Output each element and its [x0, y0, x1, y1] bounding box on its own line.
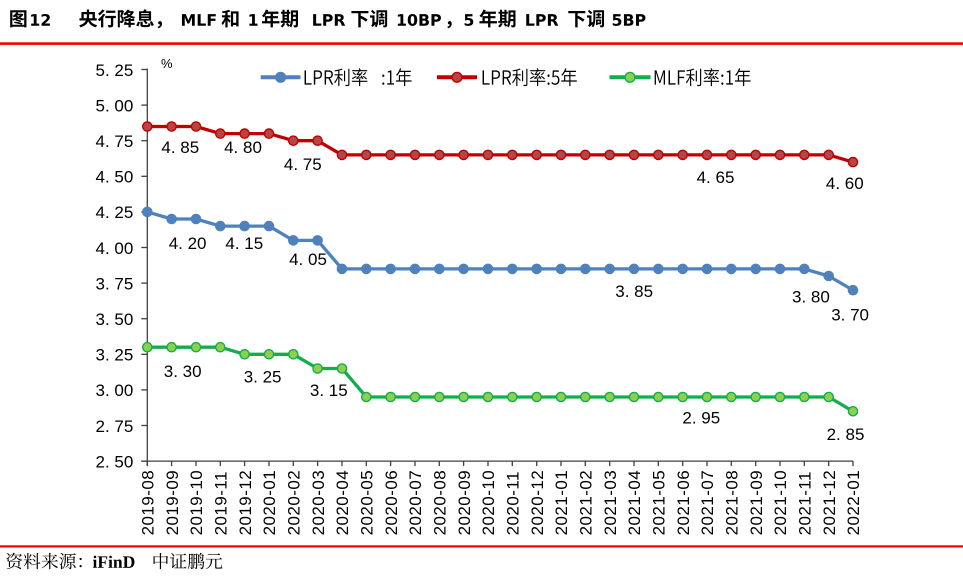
svg-text:4. 85: 4. 85 — [161, 138, 199, 157]
svg-text:2. 75: 2. 75 — [95, 417, 133, 436]
svg-text:2019-10: 2019-10 — [187, 470, 206, 536]
svg-text:2019-12: 2019-12 — [236, 470, 255, 536]
svg-text:3. 80: 3. 80 — [792, 287, 830, 306]
svg-text:4. 00: 4. 00 — [95, 239, 133, 258]
svg-text:2021-02: 2021-02 — [577, 470, 596, 536]
svg-text:2. 85: 2. 85 — [827, 425, 865, 444]
svg-text:4. 05: 4. 05 — [289, 250, 327, 269]
svg-text:2020-06: 2020-06 — [382, 470, 401, 536]
svg-text:2020-11: 2020-11 — [504, 471, 523, 535]
svg-text:3. 85: 3. 85 — [615, 282, 653, 301]
svg-text:2019-09: 2019-09 — [163, 470, 182, 536]
svg-text:2021-12: 2021-12 — [820, 470, 839, 536]
svg-text:2020-03: 2020-03 — [309, 470, 328, 536]
svg-text:2. 95: 2. 95 — [682, 409, 720, 428]
svg-text:4. 80: 4. 80 — [224, 138, 262, 157]
svg-text:4. 50: 4. 50 — [95, 168, 133, 187]
svg-text:2020-08: 2020-08 — [431, 470, 450, 536]
svg-text:2020-02: 2020-02 — [285, 470, 304, 536]
svg-text:2021-04: 2021-04 — [625, 470, 644, 536]
svg-text:2020-10: 2020-10 — [479, 470, 498, 536]
svg-text:5. 00: 5. 00 — [95, 96, 133, 115]
svg-text:3. 50: 3. 50 — [95, 310, 133, 329]
svg-text:4. 75: 4. 75 — [284, 155, 322, 174]
svg-text:2020-04: 2020-04 — [333, 470, 352, 536]
svg-text:2021-06: 2021-06 — [674, 470, 693, 536]
svg-text:2020-09: 2020-09 — [455, 470, 474, 536]
svg-text:%: % — [161, 56, 173, 71]
svg-text:2021-08: 2021-08 — [723, 470, 742, 536]
svg-text:2019-11: 2019-11 — [212, 471, 231, 535]
svg-text:2022-01: 2022-01 — [844, 470, 863, 536]
svg-text:2021-11: 2021-11 — [796, 471, 815, 535]
svg-text:2021-05: 2021-05 — [650, 470, 669, 536]
svg-text:2020-07: 2020-07 — [406, 470, 425, 536]
svg-text:4. 75: 4. 75 — [95, 132, 133, 151]
svg-text:3. 15: 3. 15 — [310, 381, 348, 400]
svg-text:2021-09: 2021-09 — [747, 470, 766, 536]
svg-text:3. 75: 3. 75 — [95, 274, 133, 293]
svg-text:2020-12: 2020-12 — [528, 470, 547, 536]
svg-text:2021-03: 2021-03 — [601, 470, 620, 536]
svg-text:2021-10: 2021-10 — [771, 470, 790, 536]
svg-text:2020-01: 2020-01 — [260, 470, 279, 536]
svg-text:3. 25: 3. 25 — [95, 346, 133, 365]
svg-text:2021-07: 2021-07 — [698, 470, 717, 536]
svg-text:4. 25: 4. 25 — [95, 203, 133, 222]
svg-text:2020-05: 2020-05 — [358, 470, 377, 536]
svg-text:4. 65: 4. 65 — [697, 168, 735, 187]
svg-text:2. 50: 2. 50 — [95, 452, 133, 471]
svg-text:3. 30: 3. 30 — [164, 362, 202, 381]
svg-text:3. 25: 3. 25 — [244, 367, 282, 386]
svg-text:2019-08: 2019-08 — [139, 470, 158, 536]
svg-text:3. 70: 3. 70 — [831, 306, 869, 325]
svg-text:4. 60: 4. 60 — [826, 174, 864, 193]
svg-text:2021-01: 2021-01 — [552, 470, 571, 536]
svg-text:5. 25: 5. 25 — [95, 61, 133, 80]
svg-text:3. 00: 3. 00 — [95, 381, 133, 400]
svg-text:4. 15: 4. 15 — [225, 234, 263, 253]
svg-text:4. 20: 4. 20 — [169, 234, 207, 253]
